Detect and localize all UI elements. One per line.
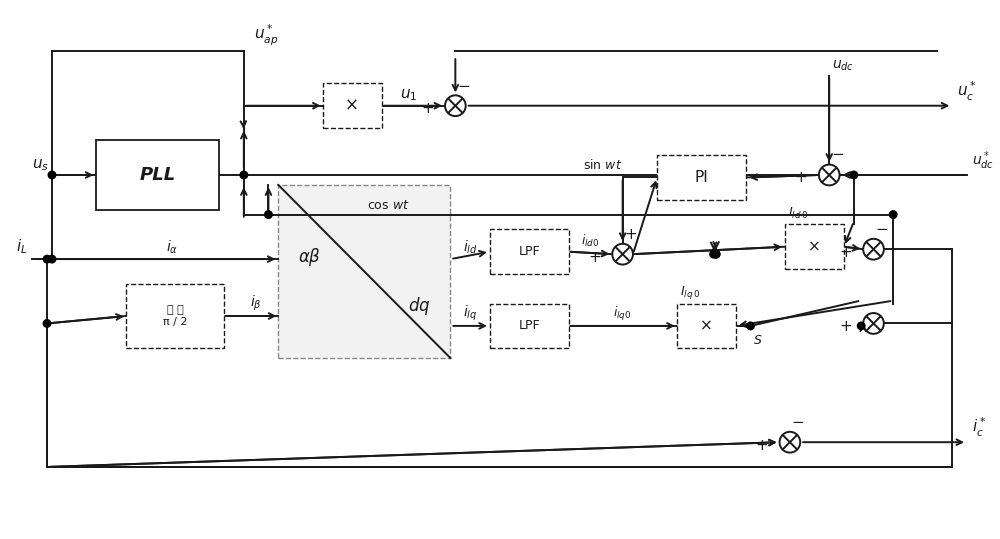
Text: $u_{ap}^*$: $u_{ap}^*$ [254,23,278,49]
Bar [490,303,569,348]
Circle shape [445,95,466,116]
Text: −: − [457,79,470,94]
Text: ×: × [345,96,359,115]
Bar [96,140,219,210]
Text: $i_L$: $i_L$ [16,238,27,256]
Text: $u_{dc}$: $u_{dc}$ [832,59,854,73]
Circle shape [863,239,884,260]
Circle shape [712,251,720,258]
Circle shape [48,255,56,263]
Circle shape [48,171,56,179]
Text: +: + [588,250,601,265]
Text: PI: PI [694,170,708,185]
Text: +: + [625,227,637,243]
Text: $i_{lq}$: $i_{lq}$ [463,303,477,323]
Circle shape [819,164,840,185]
Text: LPF: LPF [518,245,540,258]
Text: $u_{dc}^*$: $u_{dc}^*$ [972,149,994,172]
Text: $u_s$: $u_s$ [32,157,49,173]
Circle shape [889,211,897,218]
Text: +: + [421,101,434,116]
Text: ×: × [700,319,713,334]
Text: $i_{lq0}$: $i_{lq0}$ [613,305,632,323]
Circle shape [43,320,51,327]
Bar [785,224,844,269]
Text: $I_{ld\,0}$: $I_{ld\,0}$ [788,206,808,222]
Text: $i_{ld}$: $i_{ld}$ [463,239,478,256]
Circle shape [863,313,884,334]
Text: +: + [839,319,852,334]
Text: $\alpha\beta$: $\alpha\beta$ [298,246,321,268]
Circle shape [850,171,858,179]
Text: $dq$: $dq$ [408,295,431,317]
Text: sin $wt$: sin $wt$ [583,158,623,172]
Circle shape [857,322,865,330]
Text: PLL: PLL [140,166,176,184]
Text: $i_c^*$: $i_c^*$ [972,416,986,439]
Text: $i_\beta$: $i_\beta$ [250,294,262,313]
Text: ×: × [808,239,821,254]
Circle shape [43,255,51,263]
Text: +: + [755,438,768,453]
Circle shape [712,251,720,258]
Bar [490,230,569,274]
Circle shape [240,171,248,179]
Circle shape [710,251,717,258]
Text: $i_{ld0}$: $i_{ld0}$ [581,233,600,248]
Circle shape [612,244,633,265]
Text: $i_\alpha$: $i_\alpha$ [166,239,179,256]
Text: cos $wt$: cos $wt$ [367,198,409,212]
Circle shape [265,211,272,218]
Text: +: + [839,245,852,260]
Text: +: + [795,170,808,185]
Text: $S$: $S$ [753,334,763,347]
Bar [126,284,224,348]
Text: $u_1$: $u_1$ [400,87,417,103]
Text: LPF: LPF [518,320,540,333]
Text: −: − [792,416,805,430]
Text: −: − [831,147,844,162]
Bar [677,303,736,348]
Bar [278,185,450,358]
Circle shape [747,322,754,330]
Text: $u_c^*$: $u_c^*$ [957,80,977,103]
Text: 延 时
π / 2: 延 时 π / 2 [163,305,187,327]
Text: −: − [875,222,888,237]
Bar [323,83,382,128]
Circle shape [780,432,800,453]
Text: $I_{lq\,0}$: $I_{lq\,0}$ [680,284,700,301]
Bar [657,155,746,200]
